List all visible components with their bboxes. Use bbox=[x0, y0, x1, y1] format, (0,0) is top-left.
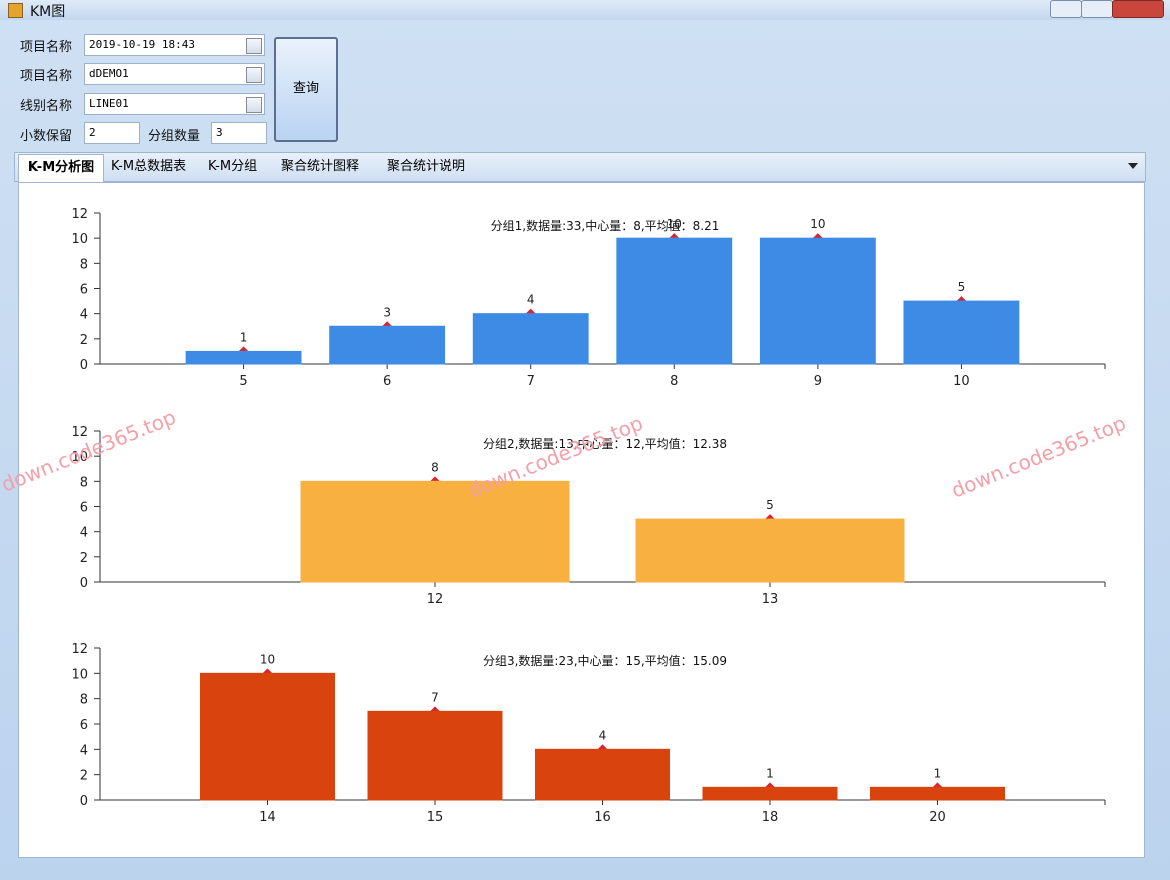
tab[interactable]: K-M分组 bbox=[208, 159, 258, 174]
bar bbox=[329, 325, 446, 365]
groups-value: 3 bbox=[216, 126, 223, 139]
bar bbox=[200, 672, 335, 801]
y-tick-label: 10 bbox=[71, 667, 88, 682]
data-label: 8 bbox=[431, 460, 439, 474]
date-picker[interactable]: 2019-10-19 18:43 bbox=[84, 34, 265, 56]
data-label: 5 bbox=[766, 498, 774, 512]
y-tick-label: 4 bbox=[80, 308, 88, 323]
data-label: 1 bbox=[934, 766, 942, 780]
watermark: down.code365.top bbox=[948, 411, 1129, 503]
data-label: 3 bbox=[383, 305, 391, 319]
dropdown-arrow[interactable] bbox=[246, 97, 262, 113]
y-tick-label: 12 bbox=[71, 425, 88, 440]
title-bar: KM图 bbox=[0, 0, 1170, 20]
x-tick-label: 5 bbox=[239, 374, 247, 389]
data-label: 10 bbox=[810, 217, 825, 231]
y-tick-label: 6 bbox=[80, 283, 88, 298]
bar bbox=[185, 350, 302, 365]
y-tick-label: 6 bbox=[80, 501, 88, 516]
decimals-input[interactable]: 2 bbox=[84, 122, 140, 144]
watermark: down.code365.top bbox=[0, 405, 179, 497]
close-button[interactable] bbox=[1112, 0, 1164, 18]
data-label: 4 bbox=[599, 728, 607, 742]
y-tick-label: 12 bbox=[71, 642, 88, 657]
x-tick-label: 6 bbox=[383, 374, 391, 389]
y-tick-label: 2 bbox=[80, 333, 88, 348]
form-label: 小数保留 bbox=[20, 129, 73, 144]
form-label: 线别名称 bbox=[20, 99, 73, 114]
y-tick-label: 0 bbox=[80, 794, 88, 809]
data-label: 4 bbox=[527, 293, 535, 307]
bar bbox=[535, 748, 670, 801]
bar bbox=[616, 237, 733, 365]
x-tick-label: 14 bbox=[259, 810, 276, 825]
y-tick-label: 0 bbox=[80, 358, 88, 373]
dropdown-arrow[interactable] bbox=[246, 38, 262, 54]
data-label: 1 bbox=[766, 766, 774, 780]
tab[interactable]: 聚合统计图释 bbox=[281, 159, 360, 174]
x-tick-label: 15 bbox=[427, 810, 444, 825]
data-label: 10 bbox=[260, 652, 275, 666]
tab[interactable]: 聚合统计说明 bbox=[387, 159, 466, 174]
y-tick-label: 12 bbox=[71, 207, 88, 222]
bar bbox=[367, 710, 503, 801]
decimals-value: 2 bbox=[89, 126, 96, 139]
data-label: 10 bbox=[667, 217, 682, 231]
project-select[interactable]: dDEMO1 bbox=[84, 63, 265, 85]
tab-strip bbox=[14, 152, 1146, 182]
form-label: 项目名称 bbox=[20, 69, 73, 84]
bar bbox=[759, 237, 876, 365]
line-select[interactable]: LINE01 bbox=[84, 93, 265, 115]
x-tick-label: 13 bbox=[762, 592, 779, 607]
data-label: 5 bbox=[958, 280, 966, 294]
button-label: 查询 bbox=[292, 81, 319, 96]
y-tick-label: 10 bbox=[71, 450, 88, 465]
y-tick-label: 2 bbox=[80, 551, 88, 566]
data-label: 1 bbox=[240, 330, 248, 344]
y-tick-label: 8 bbox=[80, 475, 88, 490]
chart-title: 分组2,数据量:13,中心量：12,平均值：12.38 bbox=[483, 436, 727, 451]
x-tick-label: 18 bbox=[762, 810, 779, 825]
date-value: 2019-10-19 18:43 bbox=[89, 38, 195, 51]
x-tick-label: 16 bbox=[594, 810, 611, 825]
form-label: 分组数量 bbox=[148, 129, 201, 144]
x-tick-label: 20 bbox=[929, 810, 946, 825]
app-icon bbox=[8, 3, 23, 18]
dropdown-arrow[interactable] bbox=[246, 67, 262, 83]
bar bbox=[635, 518, 905, 583]
bar bbox=[702, 786, 838, 801]
x-tick-label: 7 bbox=[527, 374, 535, 389]
chart-title: 分组3,数据量:23,中心量：15,平均值：15.09 bbox=[483, 653, 727, 668]
tab[interactable]: K-M分析图 bbox=[18, 154, 104, 183]
x-tick-label: 9 bbox=[814, 374, 822, 389]
y-tick-label: 8 bbox=[80, 257, 88, 272]
y-tick-label: 4 bbox=[80, 743, 88, 758]
data-label: 7 bbox=[431, 690, 439, 704]
x-tick-label: 12 bbox=[427, 592, 444, 607]
chart-title: 分组1,数据量:33,中心量：8,平均值：8.21 bbox=[491, 218, 720, 233]
x-tick-label: 10 bbox=[953, 374, 970, 389]
y-tick-label: 0 bbox=[80, 576, 88, 591]
tab-menu-arrow[interactable] bbox=[1128, 163, 1138, 169]
tab[interactable]: K-M总数据表 bbox=[111, 159, 187, 174]
form-label: 项目名称 bbox=[20, 40, 73, 55]
x-tick-label: 8 bbox=[670, 374, 678, 389]
groups-input[interactable]: 3 bbox=[211, 122, 267, 144]
query-button[interactable]: 查询 bbox=[274, 37, 338, 142]
project-value: dDEMO1 bbox=[89, 67, 129, 80]
line-value: LINE01 bbox=[89, 97, 129, 110]
y-tick-label: 6 bbox=[80, 718, 88, 733]
window-title: KM图 bbox=[30, 4, 66, 20]
y-tick-label: 2 bbox=[80, 769, 88, 784]
y-tick-label: 4 bbox=[80, 526, 88, 541]
y-tick-label: 8 bbox=[80, 693, 88, 708]
y-tick-label: 10 bbox=[71, 232, 88, 247]
bar bbox=[870, 786, 1005, 801]
bar bbox=[903, 300, 1020, 365]
bar bbox=[472, 313, 589, 365]
bar bbox=[300, 480, 570, 583]
